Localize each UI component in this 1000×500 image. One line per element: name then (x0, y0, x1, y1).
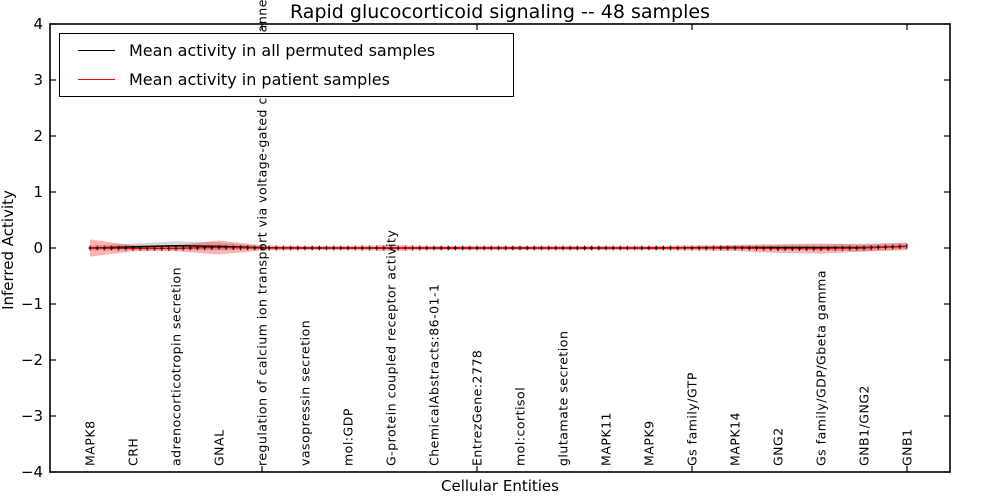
data-point-markers (88, 243, 908, 251)
y-tick-label: 1 (33, 183, 43, 201)
y-axis-label: Inferred Activity (0, 190, 17, 310)
confidence-band-permuted (90, 241, 907, 252)
legend-line-black (78, 50, 115, 51)
chart-title: Rapid glucocorticoid signaling -- 48 sam… (290, 1, 710, 23)
y-tick-label: −2 (21, 351, 43, 369)
y-tick-label: 2 (33, 127, 43, 145)
legend-entry-patient: Mean activity in patient samples (78, 69, 513, 91)
x-tick-label: mol:cortisol (513, 387, 528, 466)
y-tick-label: 0 (33, 239, 43, 257)
x-tick-label: regulation of calcium ion transport via … (255, 0, 270, 466)
legend-label-permuted: Mean activity in all permuted samples (129, 41, 436, 60)
x-tick-label: ChemicalAbstracts:86-01-1 (427, 284, 442, 466)
y-tick-label: 4 (33, 15, 43, 33)
legend-line-red (78, 79, 115, 80)
y-tick-label: 3 (33, 71, 43, 89)
legend-entry-permuted: Mean activity in all permuted samples (78, 40, 513, 62)
x-tick-label: adrenocorticotropin secretion (169, 267, 184, 466)
x-tick-label: MAPK9 (642, 420, 657, 466)
x-tick-label: glutamate secretion (556, 331, 571, 466)
y-tick-label: −3 (21, 407, 43, 425)
y-tick-label: −1 (21, 295, 43, 313)
x-tick-label: MAPK8 (83, 420, 98, 466)
x-tick-label: vasopressin secretion (298, 320, 313, 466)
legend-label-patient: Mean activity in patient samples (129, 70, 390, 89)
x-tick-label: Gs family/GDP/Gbeta gamma (814, 270, 829, 466)
y-tick-label: −4 (21, 463, 43, 481)
x-tick-label: CRH (126, 438, 141, 466)
x-axis-label: Cellular Entities (441, 477, 559, 495)
x-tick-label: Gs family/GTP (685, 372, 700, 466)
x-tick-label: GNB1 (900, 428, 915, 466)
x-tick-label: GNAL (212, 429, 227, 466)
x-tick-label: G-protein coupled receptor activity (384, 230, 399, 466)
x-tick-label: EntrezGene:2778 (470, 350, 485, 466)
legend: Mean activity in all permuted samples Me… (59, 33, 514, 97)
x-tick-label: GNB1/GNG2 (857, 385, 872, 466)
x-tick-label: MAPK11 (599, 412, 614, 466)
x-tick-label: MAPK14 (728, 412, 743, 466)
x-tick-label: GNG2 (771, 427, 786, 466)
x-tick-label: mol:GDP (341, 408, 356, 466)
